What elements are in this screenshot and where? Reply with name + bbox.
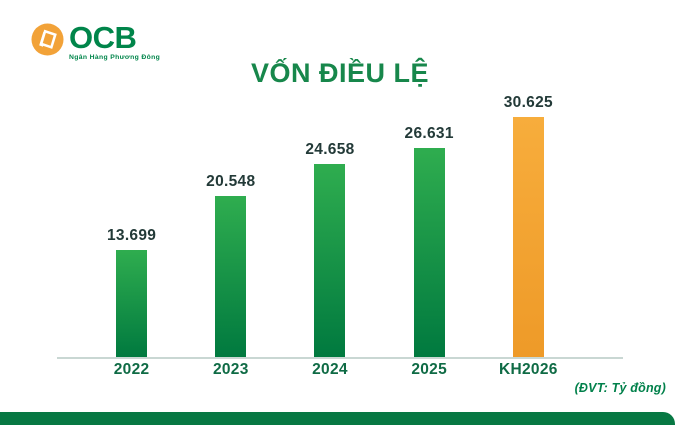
bar-value-label: 13.699 <box>106 227 157 245</box>
bar-value-label: 30.625 <box>503 94 553 111</box>
bar-column: 26.631 <box>380 125 479 358</box>
brand-name: OCB <box>69 20 137 55</box>
brand-tagline: Ngân Hàng Phương Đông <box>69 54 161 61</box>
unit-note: (ĐVT: Tỷ đồng) <box>574 381 666 395</box>
logo-text: OCB Ngân Hàng Phương Đông <box>69 20 161 61</box>
x-axis-line <box>57 357 623 359</box>
bar-column: 30.625 <box>479 94 578 358</box>
bar-value-label: 24.658 <box>305 141 355 158</box>
bar-column: 20.548 <box>181 173 280 358</box>
bar-KH2026 <box>512 117 544 358</box>
bar-value-label: 26.631 <box>404 125 454 143</box>
footer-accent-bar <box>0 412 675 425</box>
bar-2022 <box>116 250 148 358</box>
x-axis-labels: 2022 2023 2024 2025 KH2026 <box>82 361 578 379</box>
ocb-logo: OCB Ngân Hàng Phương Đông <box>31 20 161 61</box>
bar-2024 <box>314 164 346 358</box>
x-axis-label-KH2026: KH2026 <box>499 361 558 378</box>
x-axis-label-2022: 2022 <box>113 361 150 378</box>
chart-title: VỐN ĐIỀU LỆ <box>250 58 430 88</box>
bar-2023 <box>215 196 247 358</box>
x-axis-label-2023: 2023 <box>212 361 249 378</box>
bar-value-label: 20.548 <box>206 173 256 191</box>
x-axis-label-2025: 2025 <box>411 361 447 378</box>
ocb-coin-icon <box>31 23 64 56</box>
x-axis-label-2024: 2024 <box>312 361 348 378</box>
bar-2025 <box>413 148 445 358</box>
bar-column: 13.699 <box>82 227 181 358</box>
bar-column: 24.658 <box>280 141 379 358</box>
chart-columns: 13.699 20.548 24.658 26.631 30.625 <box>82 94 578 358</box>
